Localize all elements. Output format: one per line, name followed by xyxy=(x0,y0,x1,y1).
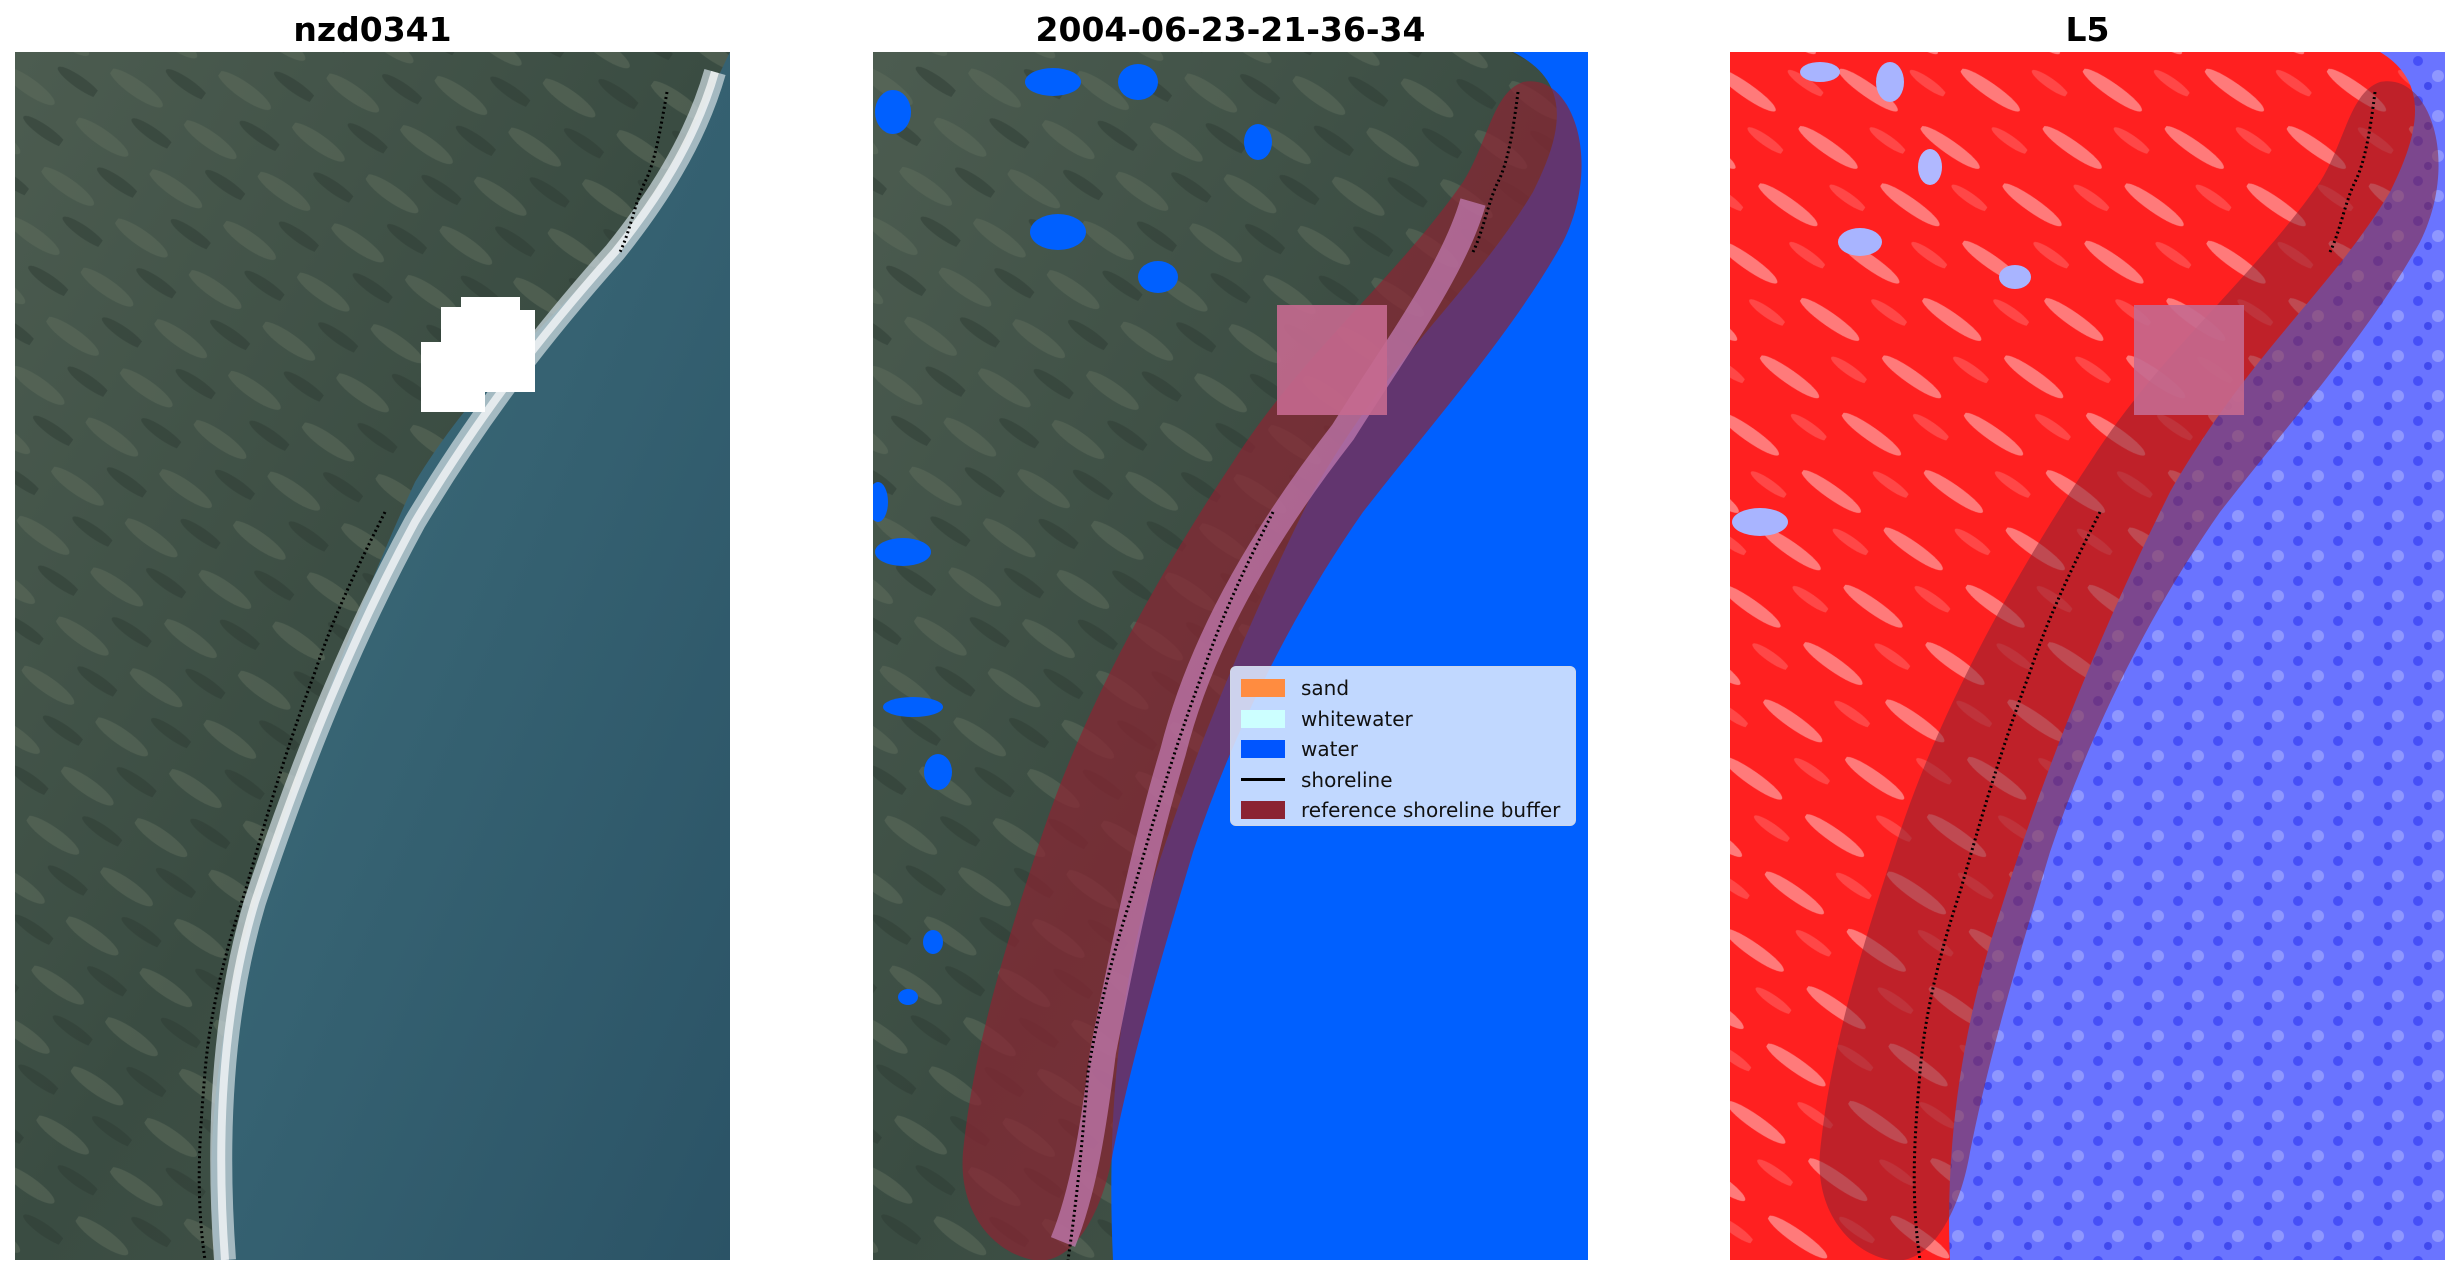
classification-panel: sand whitewater water shoreline referenc… xyxy=(873,52,1588,1260)
panel-title-image: nzd0341 xyxy=(293,10,452,49)
panel-title-classification: 2004-06-23-21-36-34 xyxy=(1035,10,1426,49)
buffer-swatch xyxy=(1241,801,1285,820)
legend-item-whitewater: whitewater xyxy=(1241,704,1565,735)
classification-image xyxy=(873,52,1588,1260)
shoreline-swatch xyxy=(1241,778,1285,782)
legend-item-sand: sand xyxy=(1241,673,1565,704)
legend-item-shoreline: shoreline xyxy=(1241,765,1565,796)
index-image xyxy=(1730,52,2445,1260)
shoreline xyxy=(197,91,669,1260)
whitewater-swatch xyxy=(1241,709,1285,728)
sand-swatch xyxy=(1241,679,1285,698)
panel-title-index: L5 xyxy=(2065,10,2110,49)
cloud-mask xyxy=(421,297,535,412)
legend-item-buffer: reference shoreline buffer xyxy=(1241,795,1565,826)
water-swatch xyxy=(1241,740,1285,759)
rgb-image xyxy=(15,52,730,1260)
legend: sand whitewater water shoreline referenc… xyxy=(1230,666,1576,826)
rgb-image-panel xyxy=(15,52,730,1260)
index-panel xyxy=(1730,52,2445,1260)
legend-item-water: water xyxy=(1241,734,1565,765)
